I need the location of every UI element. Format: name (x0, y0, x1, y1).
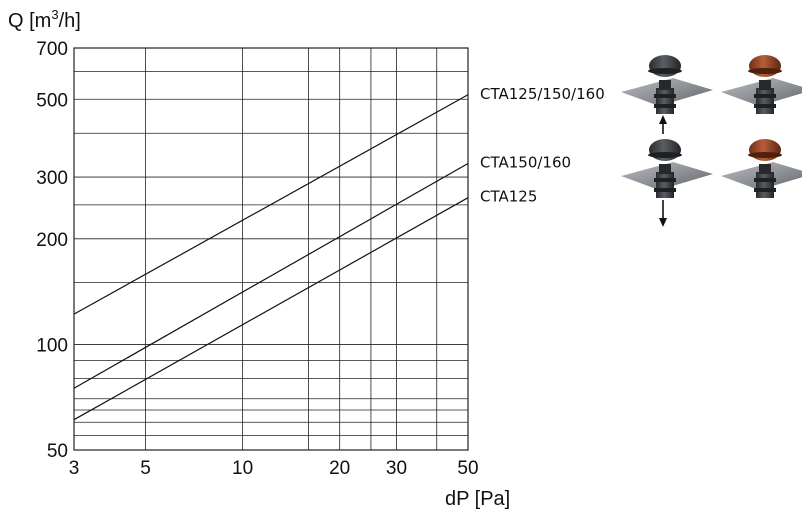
series-label: CTA150/160 (480, 153, 571, 171)
y-tick-label: 200 (36, 230, 68, 251)
series-label: CTA125/150/160 (480, 85, 605, 103)
series-line (73, 162, 469, 389)
arrow-down-icon (659, 200, 667, 227)
y-tick-label: 300 (36, 168, 68, 189)
y-tick-label: 50 (47, 441, 68, 462)
series-lines (73, 94, 469, 421)
x-tick-label: 3 (69, 458, 80, 479)
plot-frame (73, 47, 469, 451)
roof-vent-red-icon (721, 139, 802, 198)
series-label: CTA125 (480, 188, 537, 206)
grid-lines (73, 47, 469, 451)
series-labels: CTA125/150/160 CTA150/160 CTA125 (480, 85, 605, 206)
x-axis-title: dP [Pa] (445, 488, 510, 510)
x-tick-label: 10 (232, 458, 253, 479)
y-axis-title-sup: 3 (51, 7, 58, 22)
x-tick-label: 5 (140, 458, 151, 479)
series-line (73, 94, 469, 315)
roof-vent-dark-icon (621, 139, 713, 198)
x-tick-label: 30 (386, 458, 407, 479)
y-tick-label: 500 (36, 90, 68, 111)
roof-vent-red-icon (721, 55, 802, 114)
arrow-up-icon (659, 115, 667, 134)
x-tick-label: 20 (329, 458, 350, 479)
y-axis-title-tail: /h] (59, 10, 81, 32)
x-tick-label: 50 (457, 458, 478, 479)
y-tick-label: 100 (36, 335, 68, 356)
series-line (73, 197, 469, 421)
roof-vent-dark-icon (621, 55, 713, 114)
y-tick-label: 700 (36, 39, 68, 60)
tick-labels: 3 5 10 20 30 50 50 100 200 300 500 700 (36, 39, 478, 479)
y-axis-title: Q [m3/h] (8, 7, 81, 32)
y-axis-title-main: Q [m (8, 10, 51, 32)
